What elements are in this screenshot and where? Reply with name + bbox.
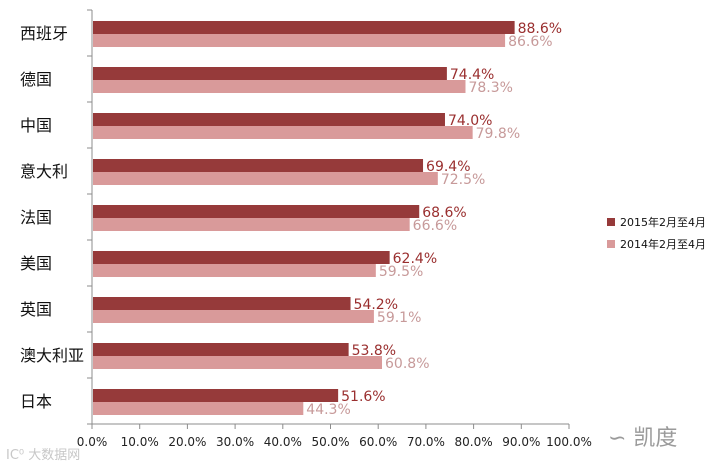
legend-swatch (607, 240, 615, 248)
data-label-series1: 74.0% (448, 113, 492, 129)
data-label-series1: 74.4% (450, 67, 494, 83)
axes: 0.0% 10.0% 20.0% 30.0% 40.0% 50.0% 60.0% 70.0% 8… (20, 9, 592, 449)
category-label: 美国 (20, 254, 52, 273)
bar-series2 (93, 218, 410, 231)
x-tick-label: 50.0% (311, 435, 349, 449)
data-label-series1: 51.6% (341, 389, 385, 405)
category-label: 中国 (20, 116, 52, 135)
data-label-series2: 78.3% (468, 80, 512, 96)
bar-series2 (93, 310, 374, 323)
bar-series1 (93, 389, 339, 402)
bar-series1 (93, 67, 447, 80)
data-label-series2: 59.1% (377, 310, 421, 326)
bar-series1 (93, 297, 351, 310)
x-tick-label: 90.0% (502, 435, 540, 449)
legend-swatch (607, 218, 615, 226)
data-label-series1: 54.2% (354, 297, 398, 313)
x-tick-label: 40.0% (264, 435, 302, 449)
data-label-series2: 86.6% (508, 34, 552, 50)
bar-series2 (93, 172, 438, 185)
x-tick-label: 30.0% (216, 435, 254, 449)
data-label-series2: 72.5% (441, 172, 485, 188)
bar-series2 (93, 80, 466, 93)
x-tick-label: 0.0% (77, 435, 108, 449)
data-label-series1: 88.6% (518, 21, 562, 37)
legend-label: 2014年2月至4月 (620, 237, 706, 251)
data-label-series2: 44.3% (306, 402, 350, 418)
legend: 2015年2月至4月 2014年2月至4月 (607, 215, 706, 251)
legend-label: 2015年2月至4月 (620, 215, 706, 229)
data-label-series2: 79.8% (476, 126, 520, 142)
x-tick-label: 100.0% (546, 435, 592, 449)
category-label: 日本 (20, 392, 52, 411)
category-label: 德国 (20, 70, 52, 89)
bars (93, 21, 515, 415)
bar-series2 (93, 34, 506, 47)
bar-series2 (93, 402, 304, 415)
bar-series1 (93, 205, 420, 218)
x-tick-label: 70.0% (407, 435, 445, 449)
data-label-series1: 53.8% (352, 343, 396, 359)
data-label-series1: 62.4% (393, 251, 437, 267)
category-label: 西班牙 (20, 24, 68, 43)
category-label: 英国 (20, 300, 52, 319)
data-label-series1: 69.4% (426, 159, 470, 175)
watermark-right: ∽ 凯度 (608, 426, 678, 451)
data-label-series2: 66.6% (413, 218, 457, 234)
bar-series2 (93, 356, 383, 369)
bar-series2 (93, 126, 473, 139)
bar-series1 (93, 113, 445, 126)
x-tick-label: 80.0% (455, 435, 493, 449)
x-tick-label: 20.0% (168, 435, 206, 449)
category-label: 意大利 (20, 162, 68, 181)
category-label: 澳大利亚 (20, 346, 84, 365)
bar-series1 (93, 343, 349, 356)
watermark-left: IC⁰ 大数据网 (6, 448, 81, 463)
bar-series1 (93, 251, 390, 264)
bar-series1 (93, 21, 515, 34)
data-label-series2: 59.5% (379, 264, 423, 280)
x-tick-label: 10.0% (121, 435, 159, 449)
data-labels: 88.6%86.6% 74.4%78.3% 74.0%79.8% 69.4%72.5%… (306, 21, 562, 418)
bar-series1 (93, 159, 424, 172)
data-label-series1: 68.6% (422, 205, 466, 221)
category-label: 法国 (20, 208, 52, 227)
data-label-series2: 60.8% (385, 356, 429, 372)
x-tick-label: 60.0% (359, 435, 397, 449)
bar-series2 (93, 264, 376, 277)
